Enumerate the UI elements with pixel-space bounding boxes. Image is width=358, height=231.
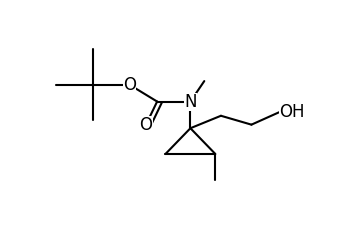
Text: N: N	[184, 93, 197, 111]
Text: O: O	[123, 76, 136, 94]
Text: OH: OH	[279, 103, 305, 121]
Text: O: O	[140, 116, 153, 134]
